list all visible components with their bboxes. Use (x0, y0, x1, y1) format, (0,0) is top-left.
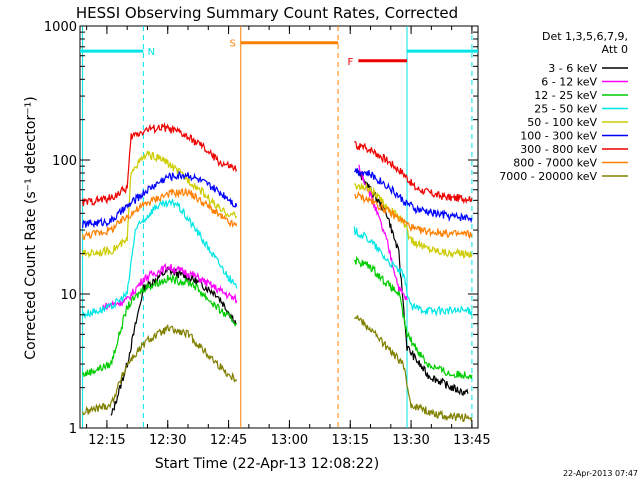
x-tick-label-1: 12:30 (149, 433, 186, 448)
series-line-7-1 (353, 190, 473, 240)
legend-label-6: 300 - 800 keV (520, 143, 597, 156)
x-tick-label-5: 13:30 (392, 433, 429, 448)
x-tick-label-6: 13:45 (453, 433, 490, 448)
series-line-5-1 (353, 168, 473, 224)
x-tick-label-3: 13:00 (271, 433, 308, 448)
x-tick-label-2: 12:45 (210, 433, 247, 448)
legend-label-4: 50 - 100 keV (527, 116, 597, 129)
series-line-6-1 (353, 141, 473, 205)
series-line-6-0 (82, 122, 238, 207)
series-layer (82, 122, 473, 423)
plot-frame (79, 25, 479, 429)
legend-label-8: 7000 - 20000 keV (499, 170, 597, 183)
series-line-2-1 (353, 255, 473, 380)
footer-timestamp: 22-Apr-2013 07:47 (563, 469, 638, 478)
legend-label-3: 25 - 50 keV (534, 103, 597, 116)
annotation-label-n: N (148, 47, 155, 58)
series-line-8-1 (354, 315, 473, 423)
legend-label-1: 6 - 12 keV (541, 76, 597, 89)
y-tick-label-0: 1 (69, 422, 77, 437)
plot-area (79, 25, 479, 429)
y-tick-label-1: 10 (60, 288, 77, 303)
x-axis-label: Start Time (22-Apr-13 12:08:22) (155, 456, 379, 472)
legend-label-0: 3 - 6 keV (548, 62, 597, 75)
x-tick-label-4: 13:15 (332, 433, 369, 448)
annotation-label-s: S (230, 39, 236, 50)
series-line-3-1 (353, 226, 473, 318)
axes: 12:15 12:30 12:45 13:00 13:15 13:30 13:45 1 10 10… (44, 20, 491, 448)
series-line-0-1 (357, 170, 469, 397)
legend-label-7: 800 - 7000 keV (513, 157, 597, 170)
series-line-2-0 (82, 274, 238, 378)
series-line-1-0 (102, 262, 238, 311)
series-line-5-0 (82, 170, 238, 229)
series-line-4-1 (353, 182, 473, 259)
y-tick-label-2: 100 (52, 154, 77, 169)
series-line-8-0 (82, 323, 238, 416)
annotation-label-f: F (347, 57, 353, 68)
legend-title-line-2: Att 0 (602, 43, 628, 56)
series-line-7-0 (82, 187, 238, 241)
y-axis-label: Corrected Count Rate (s⁻¹ detector⁻¹) (23, 96, 39, 359)
legend-label-2: 12 - 25 keV (534, 89, 597, 102)
series-line-4-0 (82, 150, 238, 259)
y-tick-label-3: 1000 (44, 20, 77, 35)
x-tick-label-0: 12:15 (88, 433, 125, 448)
legend-title-line-1: Det 1,3,5,6,7,9, (542, 30, 628, 43)
chart-title: HESSI Observing Summary Count Rates, Cor… (76, 4, 458, 22)
annotation-bars: N S F (80, 39, 478, 68)
series-line-3-0 (82, 198, 238, 320)
legend-label-5: 100 - 300 keV (520, 130, 597, 143)
